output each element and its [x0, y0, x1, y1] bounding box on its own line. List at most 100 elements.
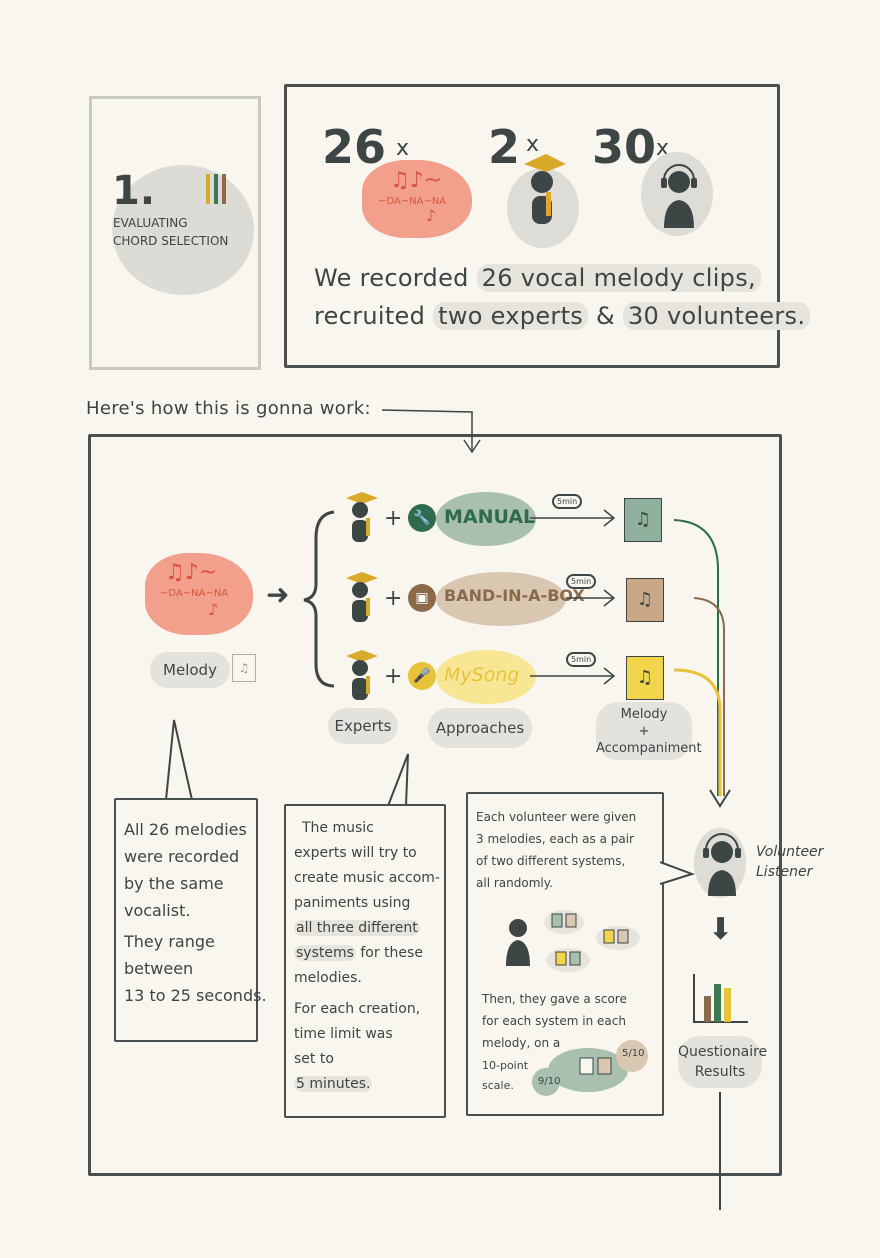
listener-icon: [703, 833, 741, 896]
time-label: 5min: [571, 577, 592, 586]
experts-time-highlight: 5 minutes.: [294, 1076, 373, 1092]
experts-times: x: [526, 132, 540, 157]
melody-arrow-icon: ➜: [266, 578, 290, 611]
volunteers-line-1: Each volunteer were given: [476, 810, 637, 824]
results-label-line2: Results: [694, 1064, 746, 1080]
volunteers-line-6: for each system in each: [482, 1014, 626, 1028]
section-number: 1.: [112, 168, 156, 214]
melodies-line-7: 13 to 25 seconds.: [124, 986, 267, 1005]
microphone-icon: 🎤: [408, 662, 436, 690]
score-badge-2: 9/10: [538, 1076, 561, 1087]
summary-line2-mid: &: [596, 302, 616, 330]
approach-name: MySong: [444, 664, 520, 686]
callout-melodies-text: All 26 melodies were recorded by the sam…: [124, 816, 267, 1009]
callout-melodies: [114, 798, 258, 1042]
melody-file-icon: ♫: [232, 654, 256, 682]
approaches-label: Approaches: [428, 708, 532, 748]
listener-label: Volunteer Listener: [756, 842, 823, 882]
process-box: [88, 434, 782, 1176]
approach-blob: [436, 572, 566, 626]
clips-times: x: [396, 136, 410, 161]
summary-line1-pre: We recorded: [314, 264, 469, 292]
plus-sign: +: [384, 586, 403, 611]
melody-cloud-icon: [362, 160, 472, 238]
melody-input-icon: [145, 553, 253, 635]
wrench-icon: 🔧: [408, 504, 436, 532]
plus-sign: +: [384, 506, 403, 531]
volunteers-line-3: of two different systems,: [476, 854, 626, 868]
experts-line-6-post: for these: [355, 945, 423, 961]
summary-line1-highlight: 26 vocal melody clips,: [476, 264, 761, 292]
plus-sign: +: [384, 664, 403, 689]
callout-experts: [284, 804, 446, 1118]
callout-volunteers-text3: 10-point scale.: [482, 1056, 528, 1096]
volunteers-line-8: 10-point: [482, 1059, 529, 1072]
time-badge: 5min: [566, 574, 597, 589]
output-label-line1: Melody: [620, 707, 668, 722]
section-card: [89, 96, 261, 370]
experts-count: 2: [488, 120, 521, 174]
melodies-line-1: All 26 melodies: [124, 820, 247, 839]
volunteers-line-2: 3 melodies, each as a pair: [476, 832, 634, 846]
approach-arrow: [566, 589, 616, 607]
summary-line2-highlight1: two experts: [433, 302, 589, 330]
results-chart-icon: [693, 974, 748, 1023]
volunteers-line-5: Then, they gave a score: [482, 992, 627, 1006]
summary-line2-highlight2: 30 volunteers.: [622, 302, 811, 330]
intro-text: Here's how this is gonna work:: [86, 398, 371, 419]
output-file-icon: ♫: [624, 498, 662, 542]
melody-notes: ♫♪~: [390, 168, 443, 193]
melodies-line-5: They range: [124, 932, 215, 951]
experts-label: Experts: [328, 708, 398, 744]
expert-icon: [346, 492, 378, 542]
intro-arrow: [381, 409, 481, 454]
melody-tail: ♪: [426, 206, 437, 225]
clips-count: 26: [322, 120, 387, 174]
approach-name: MANUAL: [444, 506, 536, 528]
callout-volunteers-tail: [660, 861, 696, 885]
callout-volunteers: [466, 792, 664, 1116]
callout-volunteers-text1: Each volunteer were given 3 melodies, ea…: [476, 806, 636, 894]
listener-label-line1: Volunteer: [756, 844, 824, 860]
approach-blob: [436, 492, 536, 546]
melody-input-notes: ♫♪~: [165, 560, 218, 585]
callout-volunteers-text2: Then, they gave a score for each system …: [482, 988, 627, 1054]
experts-line-6: systems for these: [294, 941, 440, 966]
headphones-person-icon: [661, 164, 697, 228]
melody-input-syllables: ~DA~NA~NA: [160, 588, 229, 599]
time-label: 5min: [557, 497, 578, 506]
approach-name: BAND-IN-A-BOX: [444, 586, 585, 605]
approach-arrow: [530, 509, 616, 527]
listener-label-line2: Listener: [756, 864, 813, 880]
stats-box: [284, 84, 780, 368]
time-label: 5min: [571, 655, 592, 664]
experts-time-1: For each creation,: [294, 1001, 421, 1017]
graduate-icon: [524, 154, 566, 224]
melodies-line-2: were recorded: [124, 847, 240, 866]
volunteers-count: 30: [592, 120, 657, 174]
output-label: Melody + Accompaniment: [596, 702, 702, 760]
time-badge: 5min: [566, 652, 597, 667]
section-title-line2: CHORD SELECTION: [113, 234, 229, 248]
experts-line-1: The music: [302, 820, 374, 836]
summary-line1: We recorded 26 vocal melody clips,: [314, 264, 761, 292]
experts-line-5: all three different: [294, 916, 440, 941]
output-label-line2: Accompaniment: [596, 741, 702, 756]
callout-melodies-tail: [165, 719, 193, 800]
summary-line2: recruited two experts & 30 volunteers.: [314, 302, 811, 330]
callout-experts-tail: [387, 753, 409, 806]
results-label: Questionaire Results: [678, 1036, 768, 1088]
flow-lines: [673, 519, 731, 808]
experts-time-4: 5 minutes.: [294, 1072, 440, 1097]
results-label-line1: Questionaire: [678, 1044, 768, 1060]
section-title-line1: EVALUATING: [113, 216, 188, 230]
score-badge-1: 5/10: [622, 1048, 645, 1059]
melodies-line-6: between: [124, 959, 194, 978]
summary-line2-pre: recruited: [314, 302, 426, 330]
melody-label: Melody: [150, 652, 230, 688]
melody-input-tail: ♪: [208, 600, 219, 619]
volunteers-line-9: scale.: [482, 1079, 514, 1092]
box-icon: ▣: [408, 584, 436, 612]
callout-experts-text: The music experts will try to create mus…: [294, 816, 440, 1097]
brace: [303, 510, 335, 688]
